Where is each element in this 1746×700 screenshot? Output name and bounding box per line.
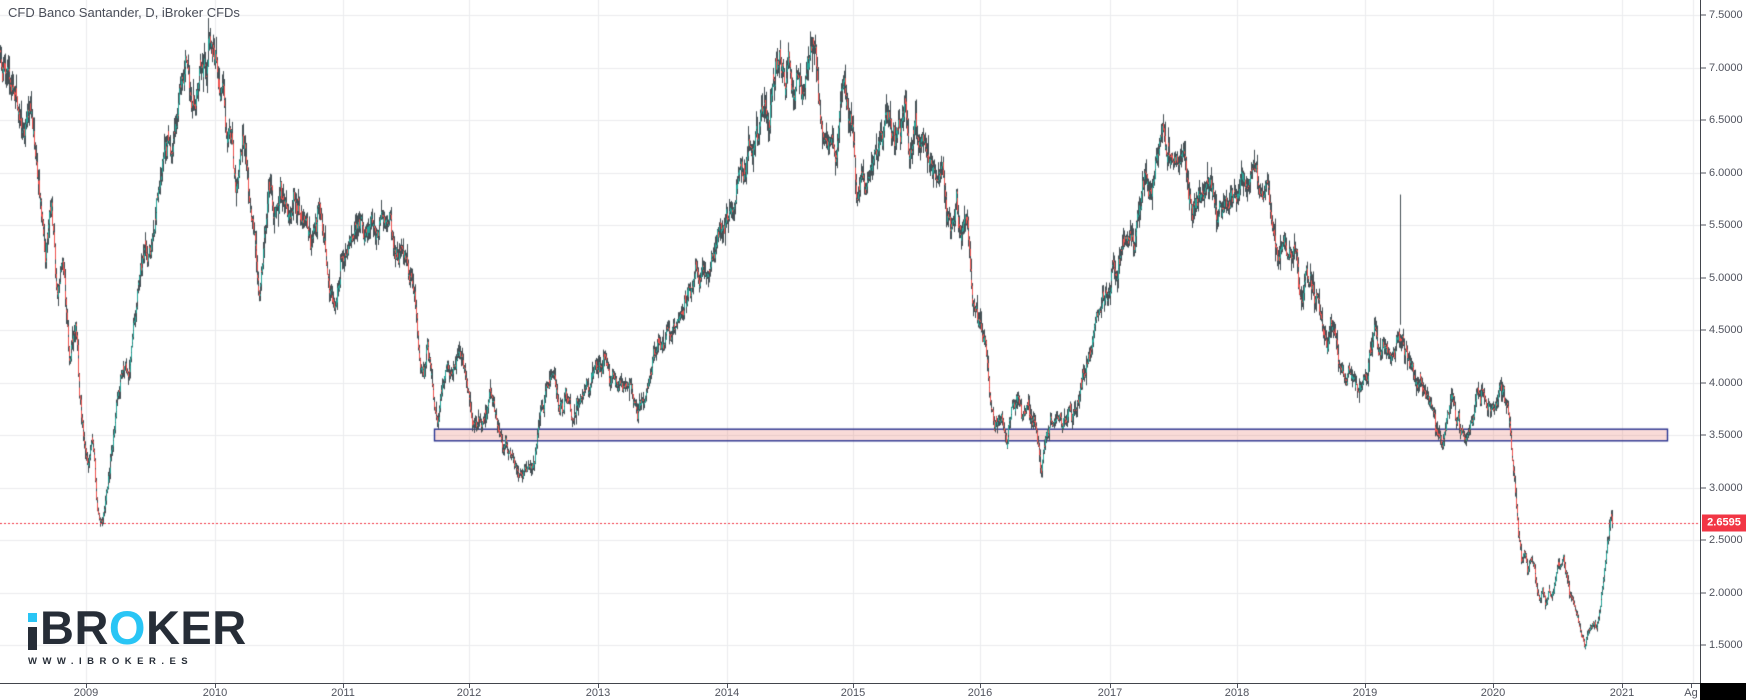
time-axis-tick [215, 684, 216, 688]
logo-text-ker: KER [145, 601, 247, 654]
time-axis-label: 2009 [73, 687, 99, 699]
price-axis-tick [1701, 119, 1706, 121]
chart-title: CFD Banco Santander, D, iBroker CFDs [8, 5, 240, 20]
price-axis[interactable]: 2.6595 7.5000 7.0000 6.5000 6.0000 5.5000 5.0… [1700, 0, 1746, 683]
price-chart-canvas[interactable] [0, 0, 1700, 683]
time-axis-label: 2018 [1224, 687, 1250, 699]
time-axis-label: 2011 [331, 687, 355, 699]
time-axis-label: 2014 [714, 687, 740, 699]
price-axis-tick [1701, 224, 1706, 226]
price-axis-label: 7.0000 [1709, 61, 1743, 74]
time-axis-tick [1365, 684, 1366, 688]
time-axis-tick [1493, 684, 1494, 688]
price-axis-label: 4.0000 [1709, 376, 1743, 389]
ibroker-watermark: BR O KER WWW.IBROKER.ES [28, 601, 247, 667]
logo-i-stem [28, 626, 37, 650]
time-axis-tick [980, 684, 981, 688]
price-axis-label: 6.0000 [1709, 166, 1743, 179]
time-axis-tick [343, 684, 344, 688]
time-axis-label: 2015 [840, 687, 866, 699]
price-axis-tick [1701, 487, 1706, 488]
time-axis-label: 2013 [585, 687, 611, 699]
price-axis-tick [1701, 14, 1706, 16]
time-axis-label: 2020 [1480, 687, 1506, 699]
price-axis-tick [1701, 434, 1706, 436]
time-axis-tick [469, 684, 470, 688]
time-axis-label: 2010 [202, 687, 228, 699]
time-axis-tick [1691, 684, 1692, 688]
time-axis-label: Ag [1684, 687, 1698, 699]
price-axis-tick [1701, 172, 1706, 173]
price-axis-label: 6.5000 [1709, 114, 1743, 126]
time-axis-label: 2016 [967, 687, 993, 699]
time-axis-label: 2017 [1097, 687, 1123, 699]
logo-i-dot [28, 612, 37, 622]
price-axis-tick [1701, 644, 1706, 646]
logo-text-br: BR [40, 601, 109, 654]
time-axis-tick [1110, 684, 1111, 688]
axis-corner-box [1700, 683, 1746, 700]
price-axis-tick [1701, 592, 1706, 593]
time-axis-label: 2012 [456, 687, 482, 699]
price-axis-label: 7.5000 [1709, 9, 1743, 21]
price-axis-label: 4.5000 [1709, 324, 1743, 336]
ibroker-url: WWW.IBROKER.ES [28, 655, 194, 667]
price-axis-tick [1701, 539, 1706, 541]
time-axis[interactable]: 2009 2010 2011 2012 2013 2014 2015 2016 2017 2018… [0, 683, 1700, 700]
price-axis-label: 3.0000 [1709, 481, 1743, 494]
ibroker-logo: BR O KER [28, 601, 247, 654]
time-axis-tick [598, 684, 599, 688]
logo-text-o: O [108, 601, 146, 654]
price-axis-label: 5.0000 [1709, 271, 1743, 284]
time-axis-tick [86, 684, 87, 688]
price-axis-label: 2.5000 [1709, 534, 1743, 546]
price-axis-label: 3.5000 [1709, 429, 1743, 441]
price-axis-tick [1701, 277, 1706, 278]
time-axis-tick [727, 684, 728, 688]
time-axis-label: 2021 [1609, 687, 1635, 699]
price-axis-label: 1.5000 [1709, 639, 1743, 651]
price-axis-tick [1701, 382, 1706, 383]
price-axis-tick [1701, 67, 1706, 68]
logo-letter-i-icon [28, 612, 37, 650]
price-axis-label: 5.5000 [1709, 219, 1743, 231]
time-axis-tick [1622, 684, 1623, 688]
time-axis-tick [853, 684, 854, 688]
price-axis-tick [1701, 329, 1706, 331]
time-axis-tick [1237, 684, 1238, 688]
last-price-label: 2.6595 [1702, 514, 1746, 532]
time-axis-label: 2019 [1352, 687, 1378, 699]
price-axis-label: 2.0000 [1709, 586, 1743, 599]
